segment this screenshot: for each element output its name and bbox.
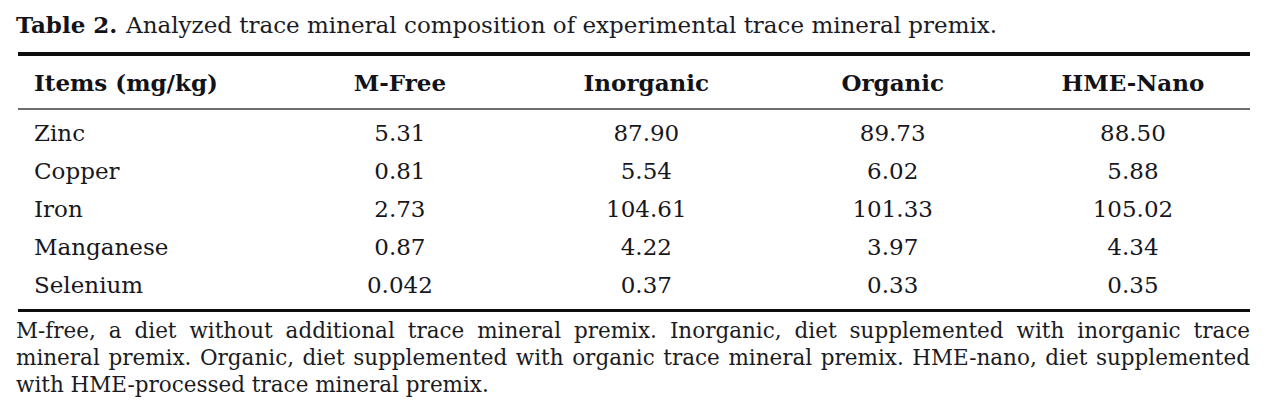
cell-value: 4.22	[523, 228, 769, 266]
row-label: Selenium	[18, 266, 277, 311]
trace-mineral-table: Items (mg/kg) M-Free Inorganic Organic H…	[18, 52, 1250, 312]
cell-value: 0.35	[1016, 266, 1250, 311]
column-header-inorganic: Inorganic	[523, 54, 769, 109]
cell-value: 105.02	[1016, 190, 1250, 228]
cell-value: 104.61	[523, 190, 769, 228]
cell-value: 6.02	[770, 152, 1016, 190]
table-row-manganese: Manganese 0.87 4.22 3.97 4.34	[18, 228, 1250, 266]
table-caption-label: Table 2.	[16, 11, 117, 38]
column-header-organic: Organic	[770, 54, 1016, 109]
cell-value: 5.54	[523, 152, 769, 190]
cell-value: 0.042	[277, 266, 523, 311]
table-row-selenium: Selenium 0.042 0.37 0.33 0.35	[18, 266, 1250, 311]
cell-value: 0.37	[523, 266, 769, 311]
cell-value: 101.33	[770, 190, 1016, 228]
cell-value: 88.50	[1016, 109, 1250, 152]
table-footnote: M-free, a diet without additional trace …	[0, 312, 1268, 398]
cell-value: 4.34	[1016, 228, 1250, 266]
cell-value: 2.73	[277, 190, 523, 228]
table-row-copper: Copper 0.81 5.54 6.02 5.88	[18, 152, 1250, 190]
cell-value: 89.73	[770, 109, 1016, 152]
column-header-m-free: M-Free	[277, 54, 523, 109]
row-label: Zinc	[18, 109, 277, 152]
table-row-zinc: Zinc 5.31 87.90 89.73 88.50	[18, 109, 1250, 152]
paper-page: Table 2. Analyzed trace mineral compositi…	[0, 0, 1280, 414]
table-caption: Table 2. Analyzed trace mineral compositi…	[0, 0, 1280, 40]
cell-value: 3.97	[770, 228, 1016, 266]
cell-value: 0.87	[277, 228, 523, 266]
table-caption-text: Analyzed trace mineral composition of ex…	[126, 12, 997, 38]
row-label: Iron	[18, 190, 277, 228]
table-header-row: Items (mg/kg) M-Free Inorganic Organic H…	[18, 54, 1250, 109]
row-label: Manganese	[18, 228, 277, 266]
cell-value: 0.33	[770, 266, 1016, 311]
row-label: Copper	[18, 152, 277, 190]
column-header-items: Items (mg/kg)	[18, 54, 277, 109]
cell-value: 0.81	[277, 152, 523, 190]
cell-value: 87.90	[523, 109, 769, 152]
cell-value: 5.31	[277, 109, 523, 152]
table-row-iron: Iron 2.73 104.61 101.33 105.02	[18, 190, 1250, 228]
cell-value: 5.88	[1016, 152, 1250, 190]
column-header-hme-nano: HME-Nano	[1016, 54, 1250, 109]
